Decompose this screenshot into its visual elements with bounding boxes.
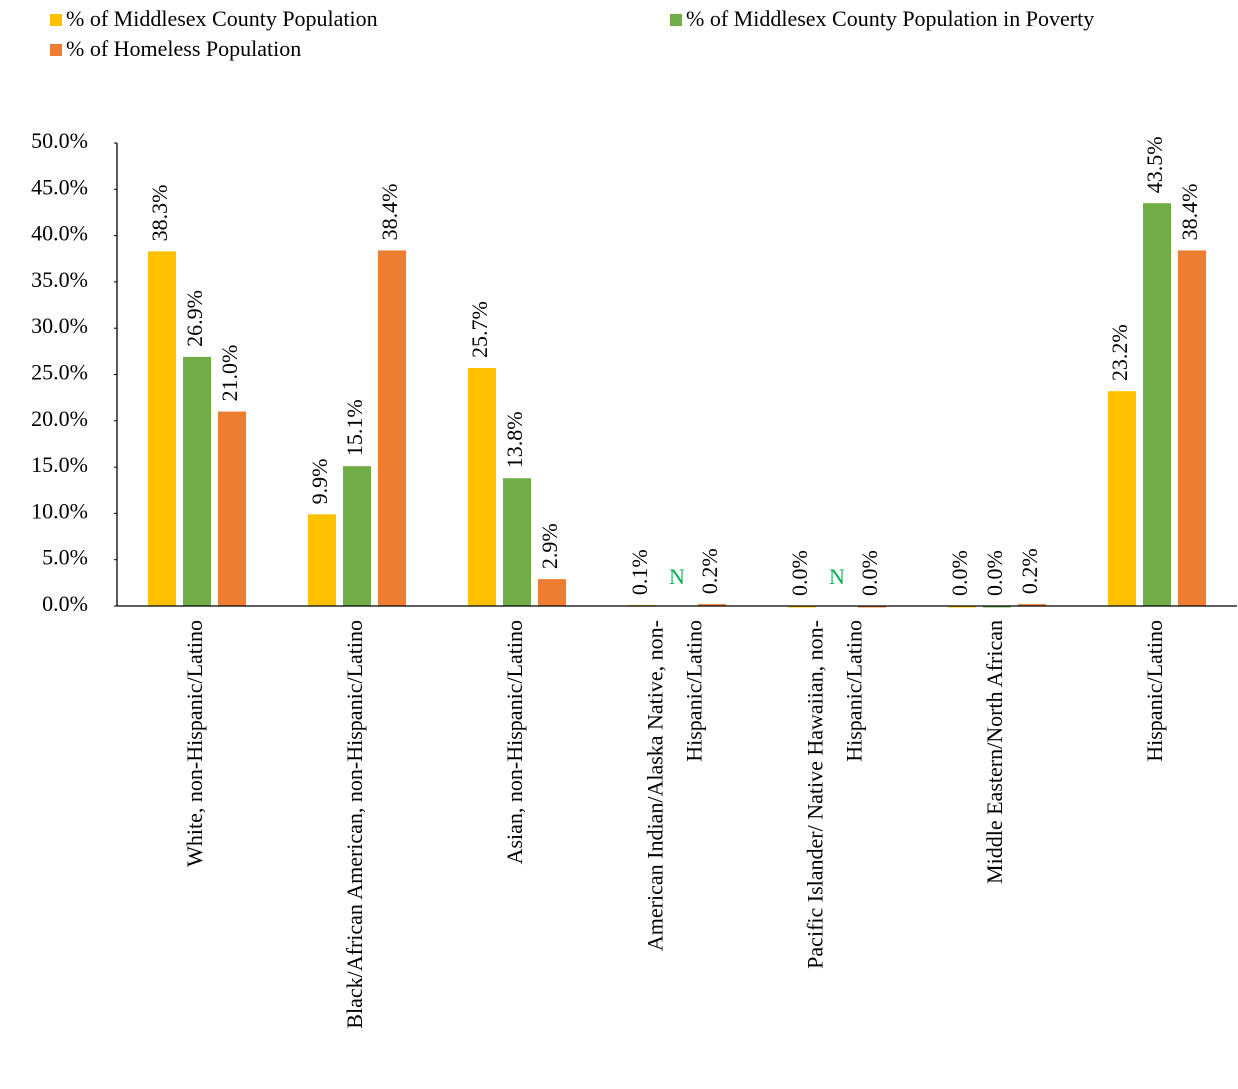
bar (183, 356, 211, 606)
bar (468, 368, 496, 606)
value-label: N (829, 564, 845, 589)
x-tick-label: Pacific Islander/ Native Hawaiian, non- H… (803, 620, 867, 969)
bar (218, 411, 246, 606)
bar (503, 478, 531, 606)
x-tick-label: White, non-Hispanic/Latino (182, 620, 207, 867)
legend-label: % of Middlesex County Population in Pove… (686, 6, 1094, 31)
value-label: 23.2% (1107, 324, 1132, 381)
bar (698, 604, 726, 606)
bar (148, 251, 176, 607)
x-tick-label-line: American Indian/Alaska Native, non- (643, 620, 668, 951)
value-label: 21.0% (217, 345, 242, 402)
x-tick-label: Middle Eastern/North African (982, 620, 1007, 884)
value-label: 0.0% (982, 550, 1007, 596)
value-label: 0.2% (697, 548, 722, 594)
bar (1178, 250, 1206, 606)
legend-label: % of Middlesex County Population (66, 6, 378, 31)
x-tick-label-line: White, non-Hispanic/Latino (182, 620, 207, 867)
x-tick-label-line: Hispanic/Latino (1142, 620, 1167, 762)
x-tick-label: American Indian/Alaska Native, non- Hispa… (643, 620, 707, 951)
value-label: 0.1% (627, 549, 652, 595)
legend-label: % of Homeless Population (66, 36, 301, 61)
value-label: 43.5% (1142, 136, 1167, 193)
y-tick-label: 25.0% (31, 360, 88, 385)
y-tick-label: 10.0% (31, 498, 88, 523)
x-tick-label-line: Black/African American, non-Hispanic/Lat… (342, 620, 367, 1029)
x-tick-label-line: Hispanic/Latino (842, 620, 867, 762)
y-tick-label: 30.0% (31, 313, 88, 338)
value-label: 26.9% (182, 290, 207, 347)
y-tick-label: 35.0% (31, 267, 88, 292)
value-label: 0.0% (947, 550, 972, 596)
x-tick-label-line: Middle Eastern/North African (982, 620, 1007, 884)
value-label: 9.9% (307, 458, 332, 504)
bar (1143, 203, 1171, 606)
bar (948, 606, 976, 608)
x-tick-label: Asian, non-Hispanic/Latino (502, 620, 527, 864)
bar (343, 466, 371, 606)
y-tick-label: 40.0% (31, 221, 88, 246)
value-label: 15.1% (342, 399, 367, 456)
value-label: 38.4% (377, 184, 402, 241)
legend-swatch (50, 14, 62, 26)
x-tick-label: Hispanic/Latino (1142, 620, 1167, 762)
bar (1018, 604, 1046, 606)
bar (983, 606, 1011, 608)
value-label: 25.7% (467, 301, 492, 358)
y-tick-label: 15.0% (31, 452, 88, 477)
value-label: 0.0% (787, 550, 812, 596)
y-tick-label: 0.0% (42, 591, 88, 616)
legend-swatch (670, 14, 682, 26)
bar (308, 514, 336, 606)
value-label: 0.2% (1017, 548, 1042, 594)
x-tick-label-line: Asian, non-Hispanic/Latino (502, 620, 527, 864)
x-tick-label-line: Hispanic/Latino (682, 620, 707, 762)
legend-swatch (50, 44, 62, 56)
bar (788, 606, 816, 608)
bar (1108, 391, 1136, 606)
value-label: 2.9% (537, 523, 562, 569)
y-tick-label: 5.0% (42, 545, 88, 570)
y-tick-label: 20.0% (31, 406, 88, 431)
y-tick-label: 45.0% (31, 174, 88, 199)
value-label: N (669, 564, 685, 589)
bar (858, 606, 886, 608)
y-tick-label: 50.0% (31, 128, 88, 153)
x-tick-label: Black/African American, non-Hispanic/Lat… (342, 620, 367, 1029)
bar (378, 250, 406, 606)
value-label: 38.3% (147, 185, 172, 242)
value-label: 0.0% (857, 550, 882, 596)
value-label: 13.8% (502, 411, 527, 468)
x-tick-label-line: Pacific Islander/ Native Hawaiian, non- (803, 620, 828, 969)
value-label: 38.4% (1177, 184, 1202, 241)
bar (538, 579, 566, 606)
